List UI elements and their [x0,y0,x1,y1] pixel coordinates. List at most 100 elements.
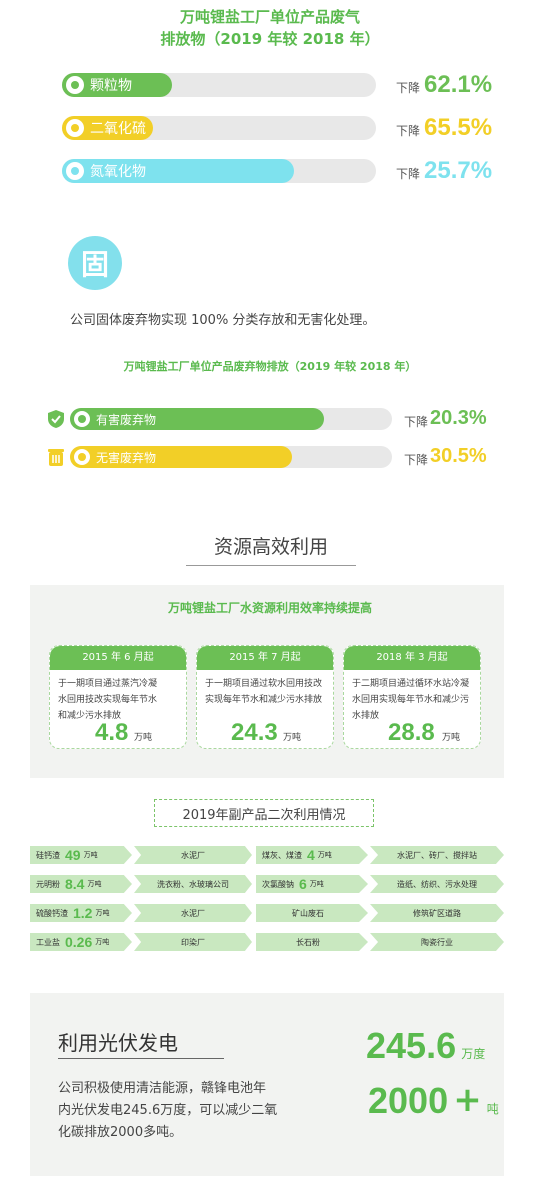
byproduct-name: 硅钙渣 [36,850,60,860]
solar-stat-2-plus: + [453,1080,482,1120]
water-card-text: 于一期项目通过软水回用技改实现每年节水和减少污水排放 [205,679,323,705]
byproduct-unit: 万吨 [87,880,102,888]
solid-bar-label: 有害废弃物 [96,412,157,427]
water-card-unit: 万吨 [442,733,461,743]
byproduct-amount: 49 [65,847,81,863]
decrease-value: 20.3% [430,407,487,429]
water-card-value: 24.3 [231,719,278,746]
decrease-value: 30.5% [430,445,487,467]
bullet-dot-icon [66,76,84,94]
water-card-date: 2018 年 3 月起 [344,646,480,670]
bullet-dot-icon [66,119,84,137]
air-emissions-title-line2: 排放物（2019 年较 2018 年） [160,30,380,48]
byproduct-amount: 1.2 [73,905,93,921]
byproduct-name-cell: 煤灰、煤渣 4 万吨 [256,846,368,864]
byproduct-row: 煤灰、煤渣 4 万吨 水泥厂、砖厂、搅拌站 [256,846,504,864]
byproduct-unit: 万吨 [317,851,332,859]
byproduct-use: 印染厂 [134,933,252,951]
decrease-label: 下降 [396,167,421,181]
byproduct-name-cell: 硫酸钙渣 1.2 万吨 [30,904,132,922]
byproduct-unit: 万吨 [95,909,110,917]
water-card-unit: 万吨 [134,733,153,743]
solid-bar-fill: 有害废弃物 [70,408,325,430]
byproduct-row: 工业盐 0.26 万吨 印染厂 [30,933,252,951]
byproduct-use: 洗衣粉、水玻璃公司 [134,875,252,893]
air-bar-fill: 氮氧化物 [62,159,295,183]
water-card-2: 2015 年 7 月起 于一期项目通过软水回用技改实现每年节水和减少污水排放 2… [196,645,334,749]
byproduct-use: 水泥厂 [134,904,252,922]
solar-stat-2: 2000 + 吨 [368,1080,499,1122]
water-card-3: 2018 年 3 月起 于二期项目通过循环水站冷凝水回用实现每年节水和减少污水排… [343,645,481,749]
air-bar-fill: 颗粒物 [62,73,172,97]
solar-heading: 利用光伏发电 [58,1027,224,1059]
byproduct-name: 煤灰、煤渣 [262,850,302,860]
byproduct-unit: 万吨 [83,851,98,859]
byproduct-use: 水泥厂、砖厂、搅拌站 [370,846,504,864]
water-card-date: 2015 年 7 月起 [197,646,333,670]
air-emissions-title: 万吨锂盐工厂单位产品废气 排放物（2019 年较 2018 年） [110,6,430,50]
water-card-unit: 万吨 [283,733,302,743]
water-title: 万吨锂盐工厂水资源利用效率持续提高 [167,601,372,615]
solid-waste-title: 万吨锂盐工厂单位产品废弃物排放（2019 年较 2018 年） [123,360,417,373]
byproduct-name-cell: 工业盐 0.26 万吨 [30,933,132,951]
byproduct-name: 次氯酸钠 [262,879,294,889]
solar-text: 公司积极使用清洁能源，赣锋电池年内光伏发电245.6万度，可以减少二氧化碳排放2… [58,1081,278,1140]
decrease-value: 65.5% [424,114,493,141]
air-bar-label: 二氧化硫 [90,121,146,137]
byproduct-name-cell: 硅钙渣 49 万吨 [30,846,132,864]
solid-waste-icon-char: 固 [80,248,109,281]
byproduct-use: 造纸、纺织、污水处理 [370,875,504,893]
byproduct-name: 元明粉 [36,879,60,889]
solid-bar-fill: 无害废弃物 [70,446,293,468]
byproduct-row: 硅钙渣 49 万吨 水泥厂 [30,846,252,864]
byproduct-unit: 万吨 [309,880,324,888]
water-card-1: 2015 年 6 月起 于一期项目通过蒸汽冷凝水回用技改实现每年节水和减少污水排… [49,645,187,749]
recycle-bin-icon [46,447,66,467]
solid-bar-track: 有害废弃物 [70,408,392,430]
decrease-value: 62.1% [424,71,493,98]
resource-heading: 资源高效利用 [186,532,356,566]
byproduct-amount: 6 [299,876,307,892]
byproduct-amount: 0.26 [65,934,93,950]
solar-stat-1-unit: 万度 [461,1047,486,1061]
decrease-label: 下降 [404,415,429,429]
air-bar-label: 颗粒物 [90,78,132,94]
decrease-label: 下降 [396,124,421,138]
byproduct-use: 陶瓷行业 [370,933,504,951]
decrease-label: 下降 [396,81,421,95]
byproduct-name: 长石粉 [296,937,320,947]
water-card-date: 2015 年 6 月起 [50,646,186,670]
byproducts-title-box: 2019年副产品二次利用情况 [154,799,374,827]
byproduct-name-cell: 次氯酸钠 6 万吨 [256,875,368,893]
solid-waste-statement: 公司固体废弃物实现 100% 分类存放和无害化处理。 [70,313,376,328]
byproduct-row: 次氯酸钠 6 万吨 造纸、纺织、污水处理 [256,875,504,893]
byproduct-row: 硫酸钙渣 1.2 万吨 水泥厂 [30,904,252,922]
bullet-dot-icon [66,162,84,180]
bullet-dot-icon [74,411,90,427]
solar-stat-2-unit: 吨 [486,1102,499,1116]
shield-icon [46,409,66,429]
byproduct-use: 修筑矿区道路 [370,904,504,922]
water-card-value: 4.8 [95,719,129,746]
decrease-label: 下降 [404,453,429,467]
byproduct-name-cell: 长石粉 [256,933,368,951]
water-card-text: 于二期项目通过循环水站冷凝水回用实现每年节水和减少污水排放 [352,679,470,721]
decrease-value: 25.7% [424,157,493,184]
byproduct-row: 矿山废石 修筑矿区道路 [256,904,504,922]
solar-stat-1: 245.6 万度 [366,1025,485,1067]
air-bar-track: 颗粒物 [62,73,376,97]
byproduct-name: 工业盐 [36,937,60,947]
air-bar-track: 氮氧化物 [62,159,376,183]
solid-bar-label: 无害废弃物 [96,450,157,465]
bullet-dot-icon [74,449,90,465]
byproduct-name-cell: 元明粉 8.4 万吨 [30,875,132,893]
byproduct-name-cell: 矿山废石 [256,904,368,922]
air-bar-fill: 二氧化硫 [62,116,154,140]
air-bar-track: 二氧化硫 [62,116,376,140]
solid-bar-track: 无害废弃物 [70,446,392,468]
byproduct-name: 硫酸钙渣 [36,908,68,918]
byproduct-use: 水泥厂 [134,846,252,864]
solar-stat-2-value: 2000 [368,1080,449,1121]
water-card-value: 28.8 [388,719,435,746]
byproduct-name: 矿山废石 [292,908,324,918]
